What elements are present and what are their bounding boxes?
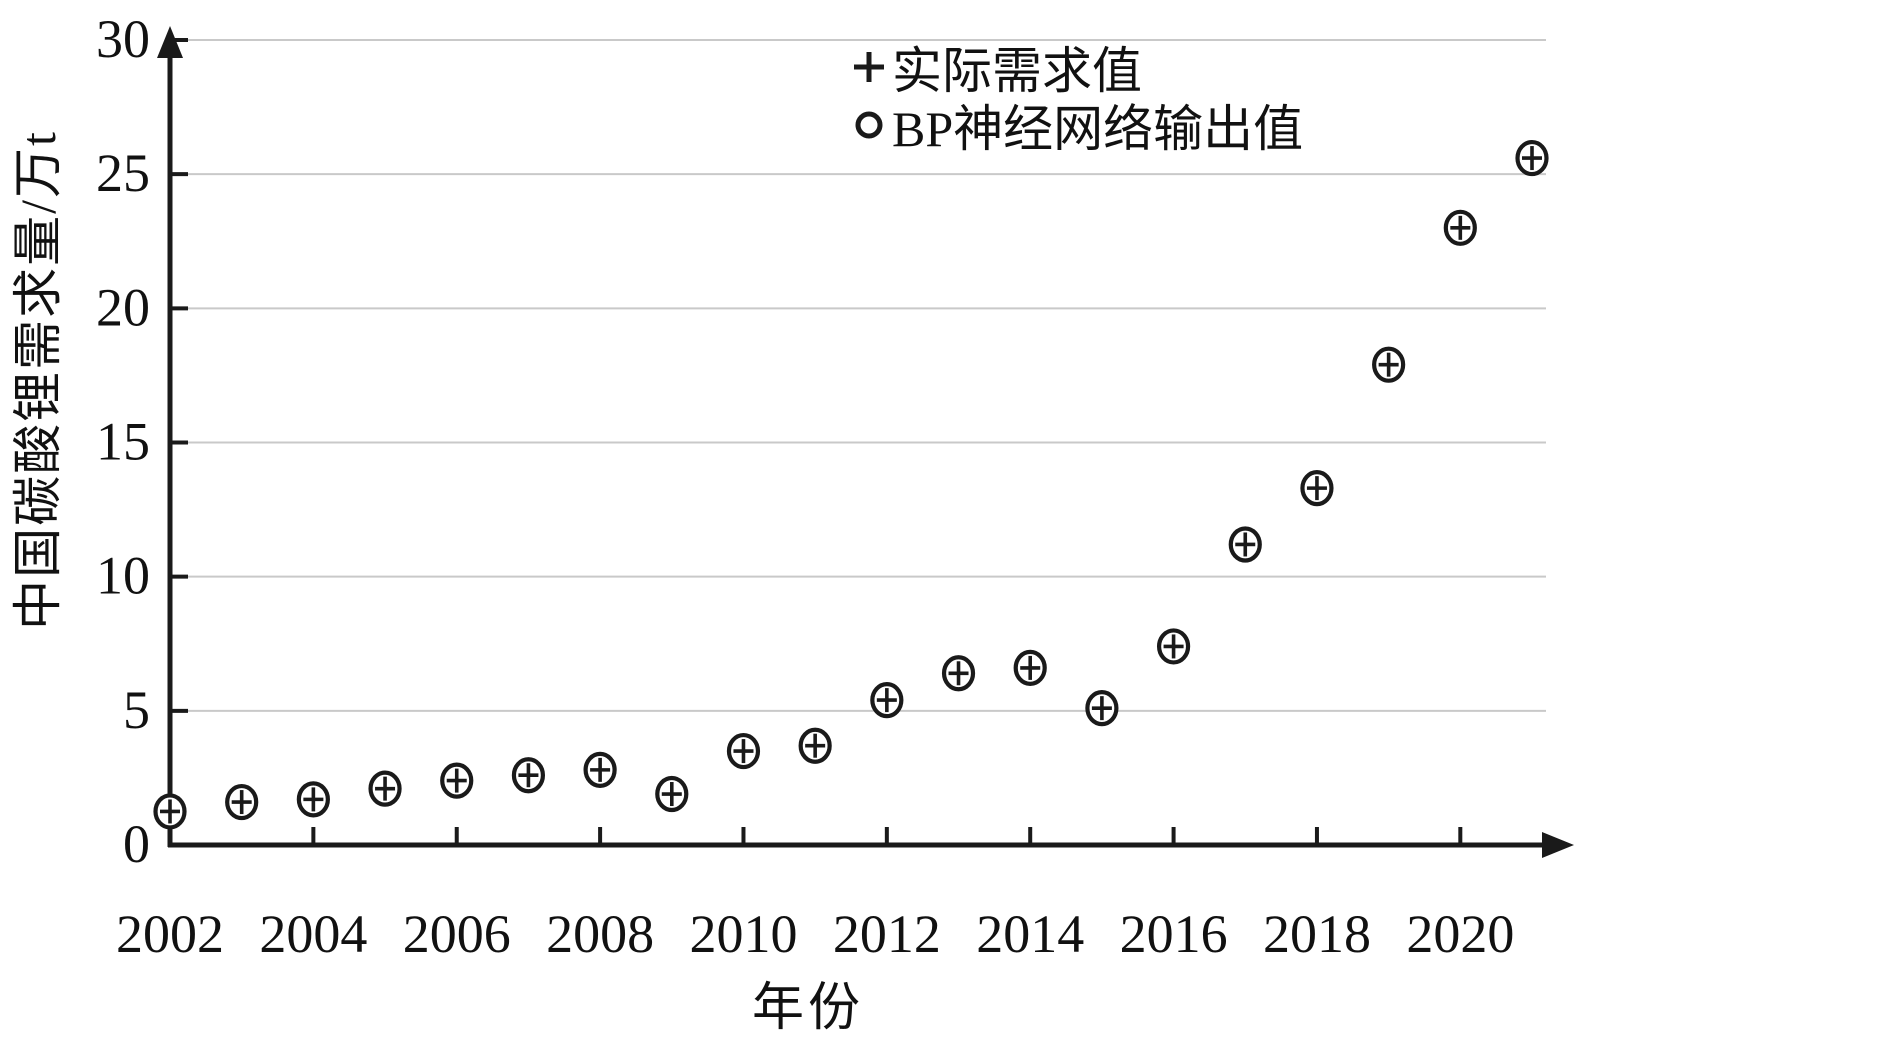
y-tick-label: 5	[123, 680, 150, 740]
x-tick-label: 2020	[1406, 904, 1514, 964]
x-tick-label: 2002	[116, 904, 224, 964]
x-tick-label: 2008	[546, 904, 654, 964]
legend-label-bp: BP神经网络输出值	[892, 101, 1304, 157]
x-tick-label: 2006	[403, 904, 511, 964]
x-tick-label: 2010	[689, 904, 797, 964]
x-tick-label: 2014	[976, 904, 1084, 964]
x-tick-label: 2012	[833, 904, 941, 964]
y-axis-title: 中国碳酸锂需求量/万t	[10, 130, 66, 630]
plus-marker-icon	[846, 47, 892, 87]
x-axis-arrow	[1542, 832, 1574, 858]
x-tick-label: 2016	[1120, 904, 1228, 964]
y-tick-label: 0	[123, 814, 150, 874]
x-tick-label: 2004	[259, 904, 367, 964]
y-tick-label: 20	[96, 277, 150, 337]
y-tick-label: 30	[96, 9, 150, 69]
x-axis-title: 年份	[751, 980, 864, 1037]
legend-label-actual: 实际需求值	[892, 43, 1142, 99]
legend: 实际需求值 BP神经网络输出值	[846, 40, 1303, 157]
circle-marker-icon	[846, 105, 892, 145]
y-tick-label: 10	[96, 546, 150, 606]
legend-item-bp: BP神经网络输出值	[846, 98, 1303, 157]
x-tick-label: 2018	[1263, 904, 1371, 964]
legend-item-actual: 实际需求值	[846, 40, 1303, 99]
y-tick-label: 25	[96, 143, 150, 203]
y-tick-label: 15	[96, 412, 150, 472]
